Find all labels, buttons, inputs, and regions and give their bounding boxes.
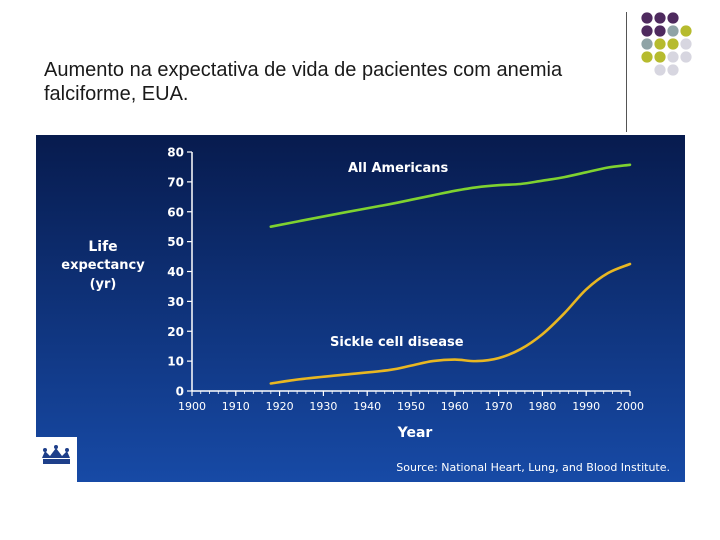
decorative-dot (667, 38, 679, 50)
y-tick-label: 30 (167, 295, 184, 309)
y-tick-label: 0 (176, 385, 184, 399)
slide-title: Aumento na expectativa de vida de pacien… (44, 59, 563, 105)
decorative-dot (641, 12, 653, 24)
decorative-dot (667, 64, 679, 76)
chart-background (36, 135, 685, 482)
x-tick-label: 1930 (309, 400, 337, 413)
x-tick-label: 1920 (266, 400, 294, 413)
series-line-sickle-cell (269, 262, 632, 385)
series-line-all-americans (269, 163, 632, 228)
y-tick-label: 70 (167, 175, 184, 189)
series-label-all-americans: All Americans (348, 161, 449, 176)
decorative-dot (654, 64, 666, 76)
institution-logo (36, 437, 77, 482)
y-tick-label: 50 (167, 235, 184, 249)
decorative-dot (680, 25, 692, 37)
y-tick-label: 10 (167, 355, 184, 369)
decorative-dot (641, 51, 653, 63)
x-tick-label: 1940 (353, 400, 381, 413)
decorative-dot (641, 38, 653, 50)
x-tick-label: 1900 (178, 400, 206, 413)
y-axis-label: Life expectancy (yr) (61, 239, 145, 292)
x-tick-label: 2000 (616, 400, 644, 413)
x-tick-label: 1960 (441, 400, 469, 413)
y-tick-label: 20 (167, 325, 184, 339)
series-label-sickle-cell: Sickle cell disease (330, 335, 464, 350)
chart-panel: Life expectancy (yr) 0 10 20 30 40 50 60 70 80 19… (36, 135, 685, 482)
series-lines (269, 163, 632, 385)
title-divider (626, 12, 627, 132)
decorative-dot (680, 51, 692, 63)
decorative-dot (667, 25, 679, 37)
decorative-dot (654, 51, 666, 63)
x-tick-label: 1910 (222, 400, 250, 413)
y-tick-label: 40 (167, 265, 184, 279)
decorative-dot (654, 25, 666, 37)
y-axis-label-line-2: expectancy (61, 258, 145, 273)
x-axis-label: Year (397, 425, 433, 441)
x-tick-label: 1990 (572, 400, 600, 413)
decorative-dot (667, 51, 679, 63)
x-tick-label: 1980 (528, 400, 556, 413)
crown-logo-icon (42, 445, 70, 464)
decorative-dot (641, 25, 653, 37)
decorative-dot (667, 12, 679, 24)
decorative-dot (654, 38, 666, 50)
axes: 0 10 20 30 40 50 60 70 80 1900 1910 1920 1930 1940 195… (167, 146, 644, 414)
source-note: Source: National Heart, Lung, and Blood … (396, 461, 670, 474)
x-tick-label: 1950 (397, 400, 425, 413)
x-tick-label: 1970 (485, 400, 513, 413)
y-tick-label: 60 (167, 205, 184, 219)
y-axis-label-line-3: (yr) (90, 277, 117, 292)
life-expectancy-chart: Life expectancy (yr) 0 10 20 30 40 50 60 70 80 19… (36, 135, 685, 482)
y-axis-label-line-1: Life (88, 239, 117, 255)
decorative-dot (654, 12, 666, 24)
decorative-dot (680, 38, 692, 50)
y-tick-label: 80 (167, 146, 184, 160)
